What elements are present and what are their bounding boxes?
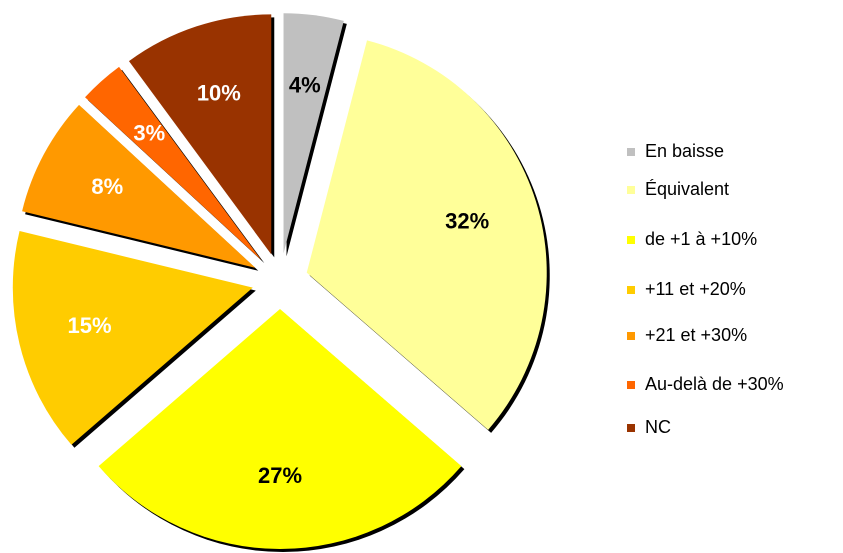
- pie-slice: [128, 14, 272, 255]
- legend-swatch: [627, 186, 635, 194]
- data-label: 4%: [289, 72, 321, 97]
- legend-label: +11 et +20%: [645, 279, 746, 299]
- data-label: 27%: [258, 463, 302, 488]
- data-label: 8%: [91, 174, 123, 199]
- legend-label: Au-delà de +30%: [645, 374, 784, 394]
- legend-label: de +1 à +10%: [645, 229, 757, 249]
- pie-slice: [306, 40, 547, 430]
- legend-swatch: [627, 381, 635, 389]
- legend-swatch: [627, 286, 635, 294]
- data-label: 3%: [133, 121, 165, 146]
- legend-swatch: [627, 148, 635, 156]
- pie-slice: [22, 104, 256, 268]
- legend-label: Équivalent: [645, 179, 729, 199]
- data-label: 32%: [445, 209, 489, 234]
- legend-label: NC: [645, 417, 671, 437]
- legend-label: En baisse: [645, 141, 724, 161]
- legend-swatch: [627, 236, 635, 244]
- data-label: 10%: [197, 81, 241, 106]
- legend-label: +21 et +30%: [645, 325, 747, 345]
- legend-swatch: [627, 424, 635, 432]
- data-label: 15%: [68, 313, 112, 338]
- pie-slice: [85, 66, 262, 261]
- pie-slice: [98, 309, 462, 549]
- legend-swatch: [627, 332, 635, 340]
- pie-slice: [283, 13, 344, 254]
- pie-slice: [12, 231, 253, 445]
